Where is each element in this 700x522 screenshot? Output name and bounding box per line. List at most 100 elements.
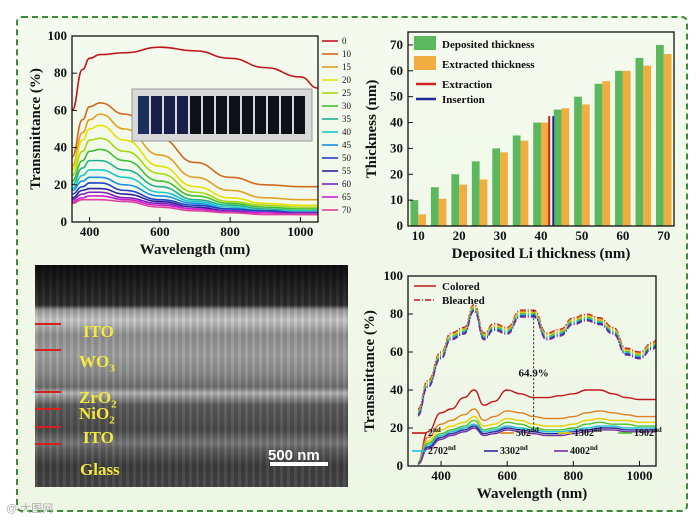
sem-label-glass: Glass [80,460,120,479]
legend-cycle-sup-502: nd [531,426,539,434]
sem-label-nio2: NiO2 [79,404,115,427]
bar-extracted-40 [541,122,549,226]
bar-deposited-60 [615,70,623,226]
xtick-label-d: 1000 [626,468,652,483]
bar-extracted-45 [561,108,570,226]
sem-texture [35,265,348,487]
sem-tick-4 [35,408,61,410]
y-axis-label-d: Transmittance (%) [362,310,378,432]
sample-vial-4 [190,96,201,134]
bar-deposited-10 [410,200,419,226]
bar-deposited-70 [655,44,664,226]
bar-deposited-15 [430,187,439,226]
spectrum-line-65 [71,195,318,216]
ytick-label-d: 60 [390,344,403,359]
ytick-label-a: 100 [48,28,68,43]
bar-extracted-10 [418,214,427,226]
bar-deposited-65 [635,57,644,226]
legend-style-label-1: Bleached [442,295,485,307]
legend-label-a-65: 65 [342,192,352,202]
colored-line-4002 [417,427,656,465]
xtick-label-b: 50 [575,228,588,243]
legend-label-a-40: 40 [342,127,352,137]
legend-label-a-25: 25 [342,88,352,98]
plot-frame-d [407,275,657,467]
colored-line-502 [417,408,656,463]
legend-cycle-label-502: 502nd [516,426,539,439]
bar-extracted-30 [500,152,508,226]
ytick-label-a: 0 [61,214,68,229]
sem-tick-5 [35,426,61,428]
sem-tick-1 [35,323,61,325]
ytick-label-d: 20 [390,420,403,435]
legend-cycle-label-4002: 4002nd [570,444,598,457]
sample-vial-12 [294,96,305,134]
bleached-line-3302 [417,309,657,416]
ytick-label-d: 80 [390,306,403,321]
sample-vial-11 [281,96,292,134]
ytick-label-a: 80 [54,65,67,80]
xtick-label-b: 70 [657,228,670,243]
sem-label-zro2: ZrO2 [79,388,117,411]
xtick-label-d: 600 [497,468,517,483]
spectrum-line-20 [71,124,318,207]
bleached-line-4002 [417,310,657,417]
sem-label-wo3: WO3 [79,352,115,375]
sample-vial-8 [242,96,253,134]
legend-label-a-20: 20 [342,75,352,85]
sem-tick-3 [35,391,61,393]
legend-cycle-label-2702: 2702nd [428,444,456,457]
legend-label-a-55: 55 [342,166,352,176]
spectrum-line-25 [71,137,318,208]
ytick-label-b: 40 [390,115,403,130]
spectrum-line-70 [71,198,318,216]
legend-label-b-1: Extracted thickness [442,59,535,71]
ytick-label-d: 0 [397,458,404,473]
xtick-label-a: 800 [220,224,240,239]
bar-extracted-15 [438,198,447,226]
sample-vial-7 [229,96,240,134]
spectrum-line-50 [71,182,318,214]
sample-vial-5 [203,96,214,134]
spectrum-line-35 [71,159,318,212]
ytick-label-b: 10 [390,192,403,207]
x-axis-label-a: Wavelength (nm) [140,242,250,258]
ytick-label-a: 20 [54,177,67,192]
legend-cycle-label-1902: 1902nd [634,426,662,439]
plot-frame-b [407,31,675,227]
bar-extracted-70 [663,53,672,226]
legend-cycle-sup-3302: nd [520,444,528,452]
colored-line-1302 [417,415,656,463]
watermark: @ 大图网 [6,503,54,515]
spectrum-line-15 [71,113,318,201]
legend-swatch-b-1 [414,56,436,70]
legend-label-a-30: 30 [342,101,352,111]
legend-label-a-60: 60 [342,179,352,189]
sample-vial-3 [177,96,188,134]
annotation-label: 64.9% [519,368,549,380]
legend-label-a-10: 10 [342,49,352,59]
y-axis-label-a: Transmittance (%) [28,68,44,190]
sample-vial-10 [268,96,279,134]
xtick-label-b: 30 [494,228,507,243]
bar-deposited-55 [594,83,603,226]
bar-deposited-25 [471,161,480,226]
xtick-label-b: 20 [453,228,466,243]
xtick-label-a: 600 [150,224,170,239]
legend-label-a-70: 70 [342,205,352,215]
bleached-line-2 [417,303,657,410]
legend-cycle-sup-2: nd [433,426,441,434]
xtick-label-a: 400 [80,224,100,239]
legend-label-b-3: Insertion [442,94,485,106]
legend-cycle-label-3302: 3302nd [500,444,528,457]
y-axis-label-b: Thickness (nm) [364,80,380,179]
bar-deposited-40 [533,122,541,226]
sample-vial-9 [255,96,266,134]
legend-swatch-b-0 [414,36,436,50]
legend-label-a-50: 50 [342,153,352,163]
sample-vial-1 [151,96,162,134]
ytick-label-a: 40 [54,140,67,155]
ytick-label-d: 100 [384,268,404,283]
plot-frame-a [71,35,319,223]
colored-line-2702 [417,423,656,465]
